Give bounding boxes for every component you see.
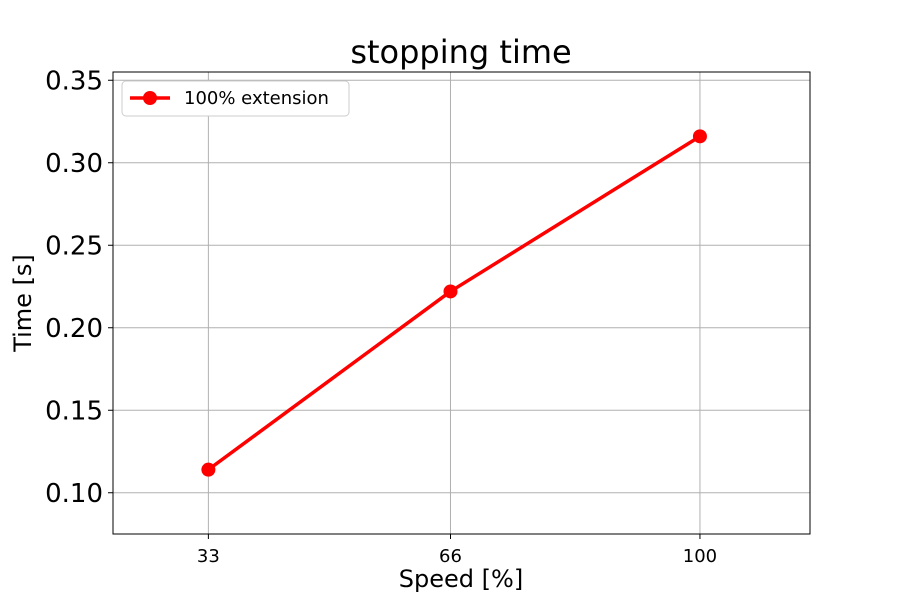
x-tick-label: 66 [439, 546, 462, 567]
y-tick-label: 0.10 [45, 479, 103, 509]
legend: 100% extension [121, 80, 350, 117]
legend-box [121, 80, 350, 117]
tick-layer: 0.10 0.15 0.20 0.25 0.30 0.35 33 66 100 [45, 66, 717, 567]
y-tick-label: 0.30 [45, 149, 103, 179]
y-tick-label: 0.35 [45, 66, 103, 96]
series-line [207, 134, 701, 472]
y-tick-label: 0.25 [45, 231, 103, 261]
chart-title: stopping time [350, 33, 571, 71]
legend-marker-swatch [143, 91, 157, 105]
data-point [201, 462, 216, 477]
y-tick-label: 0.20 [45, 314, 103, 344]
x-tick-label: 100 [683, 546, 717, 567]
y-tick-label: 0.15 [45, 396, 103, 426]
series-layer [201, 129, 707, 477]
y-axis-label: Time [s] [9, 254, 37, 353]
x-tick-label: 33 [197, 546, 220, 567]
legend-entry-label: 100% extension [184, 88, 329, 109]
plot-frame [112, 71, 811, 535]
grid-layer [113, 72, 810, 534]
x-axis-label: Speed [%] [399, 565, 523, 593]
data-point [443, 284, 458, 299]
data-point [692, 129, 707, 144]
